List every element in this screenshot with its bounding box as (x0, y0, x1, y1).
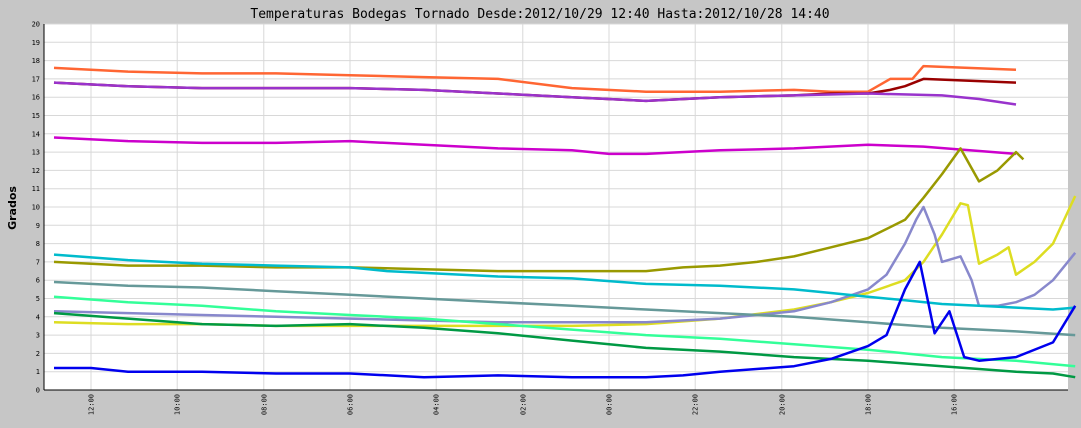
y-tick-label: 1 (36, 368, 40, 376)
y-tick-label: 10 (32, 204, 40, 212)
y-tick-label: 7 (36, 258, 40, 266)
series-line-9 (53, 280, 1076, 337)
x-tick-label: 22:00 (692, 394, 700, 415)
x-tick-label: 16:00 (951, 394, 959, 415)
y-tick-label: 2 (36, 350, 40, 358)
series-line-1 (53, 64, 1017, 93)
y-tick-label: 18 (32, 57, 40, 65)
series-line-12 (54, 260, 1077, 379)
y-axis-label: Grados (6, 186, 19, 230)
y-tick-label: 17 (32, 75, 40, 83)
series-line-8 (53, 253, 1076, 311)
y-tick-label: 0 (36, 387, 40, 395)
series-line-11 (53, 311, 1076, 379)
y-tick-label: 4 (36, 313, 40, 321)
x-tick-label: 12:00 (88, 394, 96, 415)
x-tick-label: 10:00 (174, 394, 182, 415)
y-tick-label: 14 (32, 130, 40, 138)
x-tick-label: 20:00 (778, 394, 786, 415)
y-tick-label: 11 (32, 185, 40, 193)
x-tick-label: 08:00 (260, 394, 268, 415)
x-tick-label: 18:00 (865, 394, 873, 415)
series-line-4 (53, 136, 1017, 156)
x-tick-label: 00:00 (606, 394, 614, 415)
y-tick-label: 5 (36, 295, 40, 303)
y-tick-label: 8 (36, 240, 40, 248)
series-group (53, 64, 1077, 379)
x-tick-label: 04:00 (433, 394, 441, 415)
y-tick-label: 6 (36, 277, 40, 285)
x-axis-ticks: 12:00 10:00 08:00 06:00 04:00 02:00 00:00 22:00… (88, 394, 959, 415)
y-tick-label: 16 (32, 94, 40, 102)
grid (44, 23, 1068, 391)
y-tick-label: 15 (32, 112, 40, 120)
y-tick-label: 3 (36, 332, 40, 340)
y-tick-label: 9 (36, 222, 40, 230)
series-line-10 (53, 295, 1076, 368)
y-tick-label: 12 (32, 167, 40, 175)
y-tick-label: 20 (32, 21, 40, 29)
chart-title: Temperaturas Bodegas Tornado Desde:2012/… (250, 7, 829, 22)
x-tick-label: 06:00 (347, 394, 355, 415)
y-tick-label: 19 (32, 39, 40, 47)
series-line-3 (53, 81, 1017, 106)
y-tick-label: 13 (32, 149, 40, 157)
series-line-6 (53, 195, 1077, 328)
x-tick-label: 02:00 (519, 394, 527, 415)
